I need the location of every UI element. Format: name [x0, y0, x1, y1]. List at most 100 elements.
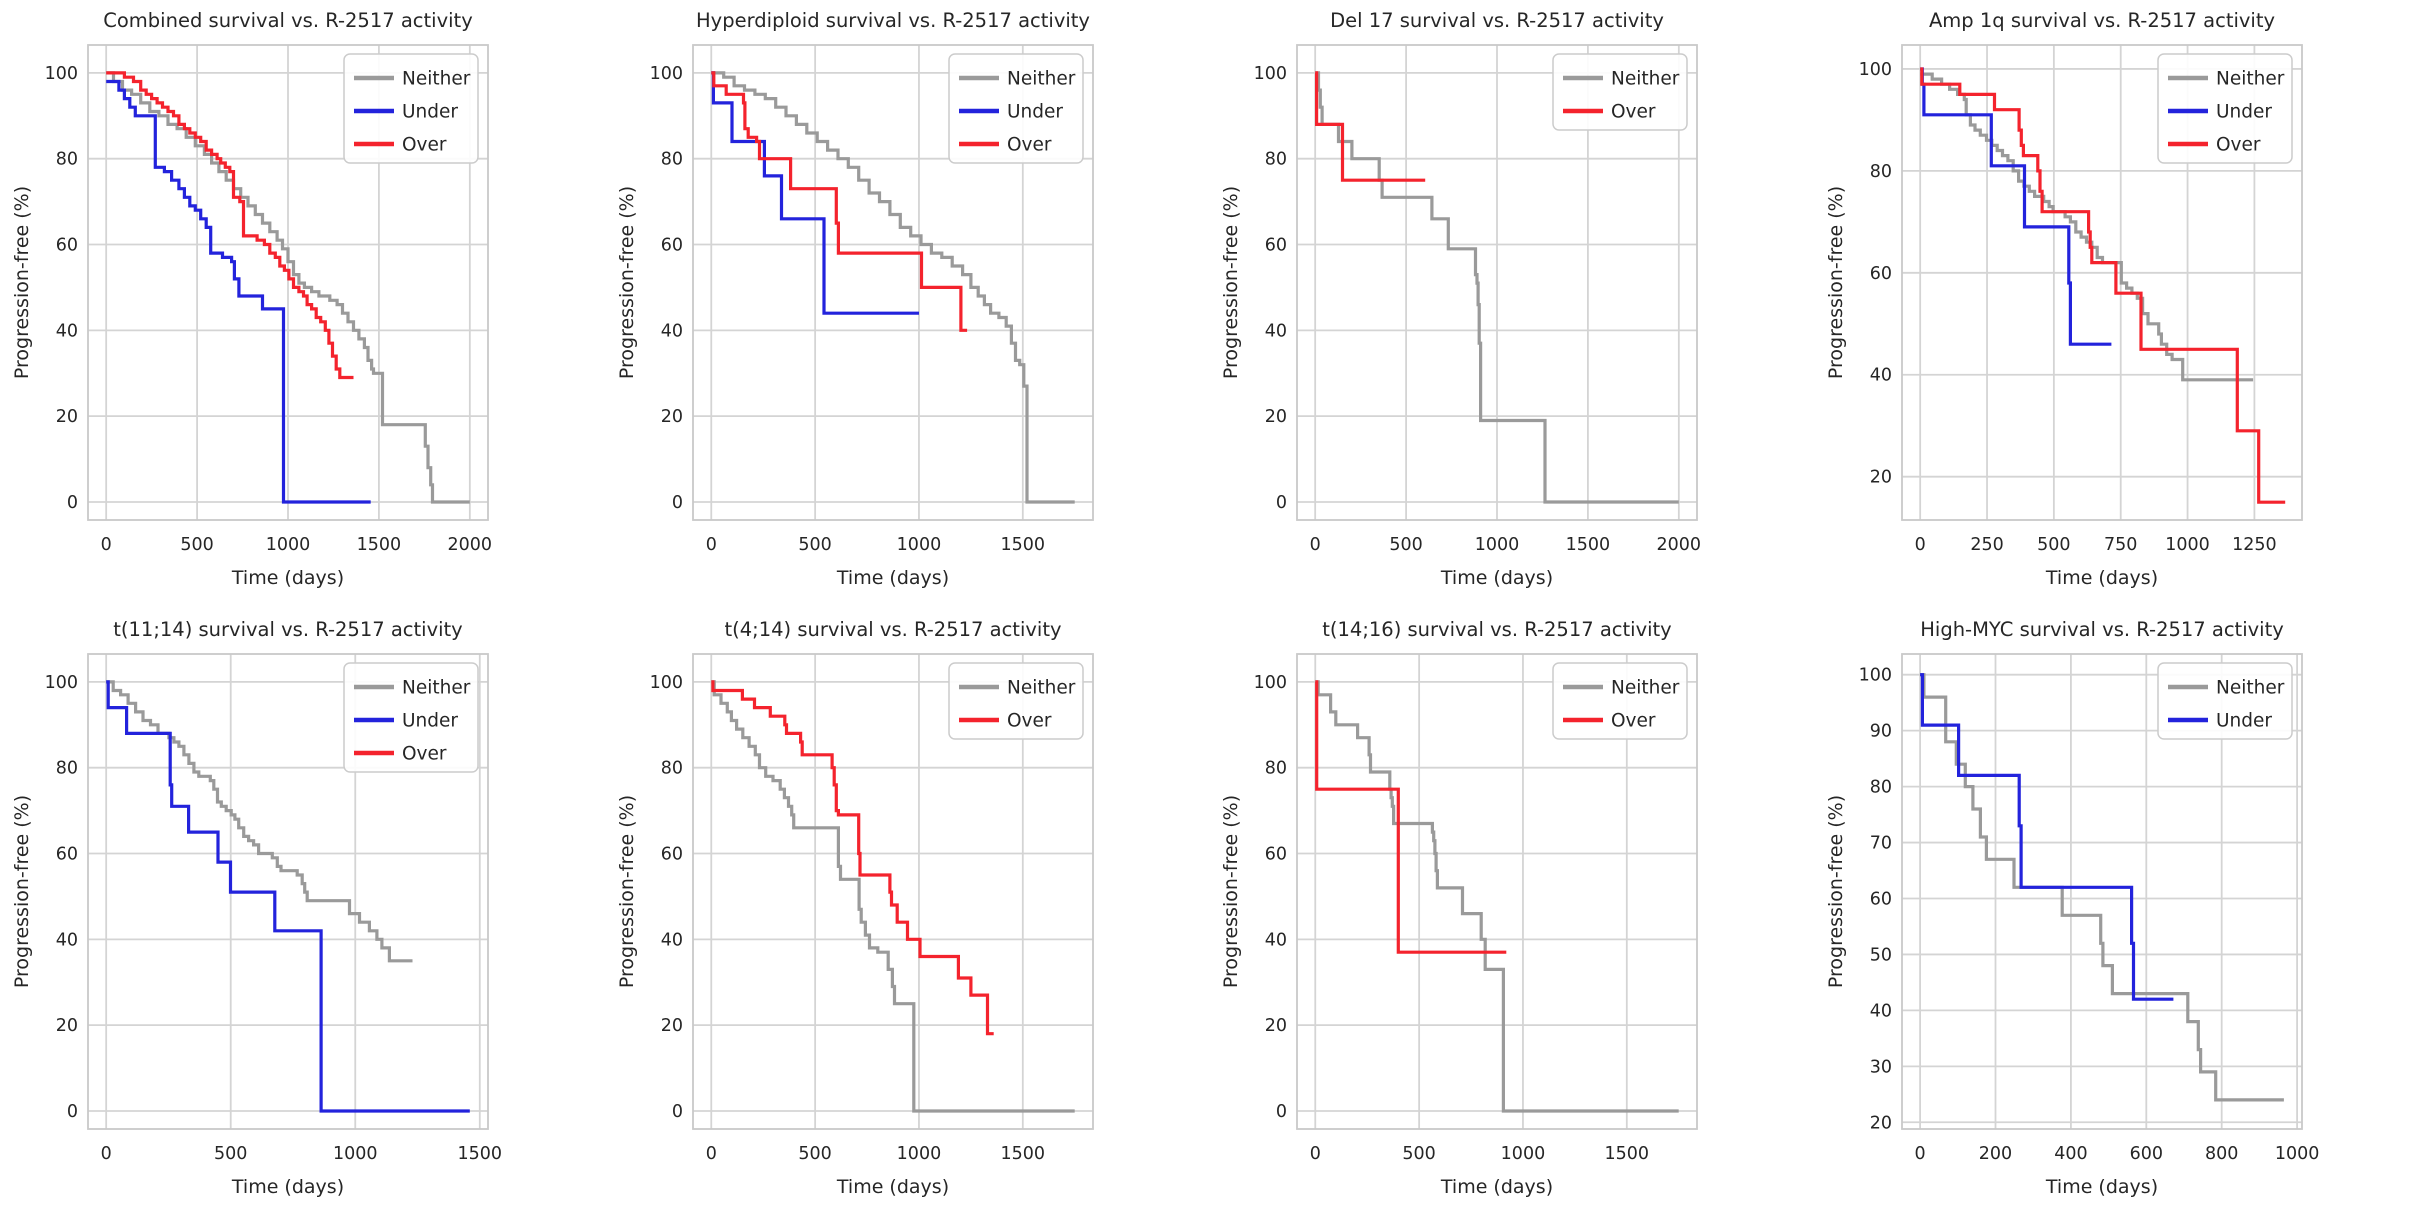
- legend-label-neither: Neither: [1611, 678, 1680, 699]
- panel-title: Hyperdiploid survival vs. R-2517 activit…: [696, 9, 1090, 32]
- x-tick-label: 1000: [1501, 1144, 1546, 1164]
- legend-label-neither: Neither: [1007, 69, 1076, 90]
- axes-frame: [1900, 44, 2303, 521]
- x-tick-label: 200: [1978, 1144, 2011, 1164]
- grid-lines: [1901, 45, 2302, 520]
- legend: Neither Over: [1552, 662, 1688, 740]
- panel-background: [604, 0, 1209, 609]
- legend: Neither Under Over: [343, 662, 479, 773]
- y-tick-label: 60: [1869, 264, 1891, 284]
- y-tick-label: 100: [45, 64, 78, 84]
- panel-background: [0, 0, 605, 609]
- y-axis-label: Progression-free (%): [1825, 186, 1847, 379]
- legend-label-neither: Neither: [402, 678, 471, 699]
- y-tick-label: 40: [1869, 1001, 1891, 1021]
- x-tick-label: 0: [1914, 1144, 1925, 1164]
- survival-curve-over: [1315, 71, 1426, 182]
- y-tick-label: 100: [1858, 666, 1891, 686]
- y-axis-label: Progression-free (%): [11, 186, 33, 379]
- y-tick-label: 100: [649, 673, 682, 693]
- legend-label-over: Over: [402, 744, 447, 765]
- legend: Neither Under Over: [947, 53, 1084, 164]
- legend-label-over: Over: [1007, 135, 1052, 156]
- y-tick-label: 20: [56, 1016, 78, 1036]
- x-axis-label: Time (days): [1440, 567, 1553, 589]
- subplot-t4-14: 0 500 1000 1500 0 20 40 60 80 100 t(4;14) survival…: [604, 609, 1209, 1218]
- x-tick-label: 1000: [333, 1144, 378, 1164]
- survival-curve-neither: [710, 71, 1075, 504]
- panel-background: [1813, 0, 2418, 609]
- y-tick-label: 20: [56, 407, 78, 427]
- panel-title: Del 17 survival vs. R-2517 activity: [1330, 9, 1664, 32]
- survival-curve-neither: [1919, 72, 2253, 382]
- y-tick-label: 60: [56, 236, 78, 256]
- panel-background: [1813, 609, 2418, 1218]
- y-tick-label: 80: [56, 150, 78, 170]
- legend-label-neither: Neither: [2216, 69, 2285, 90]
- x-tick-label: 750: [2104, 535, 2137, 555]
- subplot-t11-14: 0 500 1000 1500 0 20 40 60 80 100 t(11;14) surviva…: [0, 609, 605, 1218]
- subplot-del17: 0 500 1000 1500 2000 0 20 40 60 80 100 Del 17 survi…: [1209, 0, 1814, 609]
- legend-label-over: Over: [1007, 711, 1052, 732]
- legend-label-under: Under: [402, 711, 458, 732]
- t14-16-chart-svg: 0 500 1000 1500 0 20 40 60 80 100 t(14;16) surviva…: [1209, 609, 1814, 1218]
- legend-label-under: Under: [1007, 102, 1063, 123]
- y-tick-label: 40: [1869, 366, 1891, 386]
- panel-background: [1209, 609, 1814, 1218]
- survival-curve-under: [106, 680, 470, 1113]
- y-tick-label: 60: [660, 845, 682, 865]
- x-axis-label: Time (days): [231, 1176, 344, 1198]
- x-tick-label: 1500: [1605, 1144, 1650, 1164]
- x-tick-label: 1000: [1475, 535, 1520, 555]
- y-tick-label: 70: [1869, 834, 1891, 854]
- legend: Neither Over: [947, 662, 1084, 740]
- survival-curve-neither: [1315, 680, 1679, 1113]
- x-tick-label: 1250: [2232, 535, 2277, 555]
- y-axis-label: Progression-free (%): [1825, 795, 1847, 988]
- amp1q-chart-svg: 0 250 500 750 1000 1250 20 40 60 80 100 Amp 1q surv…: [1813, 0, 2418, 609]
- y-tick-label: 30: [1869, 1057, 1891, 1077]
- y-tick-label: 40: [56, 930, 78, 950]
- axes-frame: [87, 653, 489, 1130]
- y-tick-label: 80: [1265, 150, 1287, 170]
- panel-title: t(4;14) survival vs. R-2517 activity: [724, 618, 1061, 641]
- y-tick-label: 20: [1265, 1016, 1287, 1036]
- y-tick-label: 20: [1869, 1113, 1891, 1133]
- legend-label-under: Under: [2216, 102, 2272, 123]
- axes-frame: [87, 44, 489, 521]
- y-tick-label: 0: [671, 493, 682, 513]
- panel-title: High-MYC survival vs. R-2517 activity: [1920, 618, 2284, 641]
- y-tick-label: 80: [660, 150, 682, 170]
- y-tick-label: 100: [1858, 60, 1891, 80]
- x-tick-label: 400: [2054, 1144, 2087, 1164]
- y-tick-label: 100: [649, 64, 682, 84]
- x-axis-label: Time (days): [2044, 1176, 2157, 1198]
- y-tick-label: 100: [1254, 64, 1287, 84]
- high-myc-chart-svg: 0 200 400 600 800 1000 20 30 40 50 60 70 80 90 100 High…: [1813, 609, 2418, 1218]
- legend-box: [343, 662, 479, 773]
- y-tick-label: 50: [1869, 945, 1891, 965]
- y-axis-label: Progression-free (%): [1220, 795, 1242, 988]
- x-tick-label: 0: [1310, 1144, 1321, 1164]
- axes-frame: [691, 44, 1094, 521]
- y-axis-label: Progression-free (%): [11, 795, 33, 988]
- x-tick-label: 1000: [266, 535, 311, 555]
- survival-curve-over: [710, 680, 994, 1036]
- y-axis-label: Progression-free (%): [616, 186, 638, 379]
- subplot-hyperdiploid: 0 500 1000 1500 0 20 40 60 80 100 Hyperdiploid sur…: [604, 0, 1209, 609]
- subplot-high-myc: 0 200 400 600 800 1000 20 30 40 50 60 70 80 90 100 High…: [1813, 609, 2418, 1218]
- y-tick-label: 0: [1276, 493, 1287, 513]
- y-tick-label: 80: [1869, 162, 1891, 182]
- legend-box: [947, 53, 1084, 164]
- y-axis-label: Progression-free (%): [1220, 186, 1242, 379]
- y-tick-label: 20: [660, 1016, 682, 1036]
- x-axis-label: Time (days): [231, 567, 344, 589]
- panel-background: [0, 609, 605, 1218]
- grid-lines: [692, 654, 1093, 1129]
- x-tick-label: 0: [101, 1144, 112, 1164]
- y-tick-label: 0: [671, 1102, 682, 1122]
- legend-label-neither: Neither: [1007, 678, 1076, 699]
- x-tick-label: 1500: [1000, 1144, 1045, 1164]
- y-tick-label: 60: [660, 236, 682, 256]
- survival-curve-over: [1919, 67, 2285, 504]
